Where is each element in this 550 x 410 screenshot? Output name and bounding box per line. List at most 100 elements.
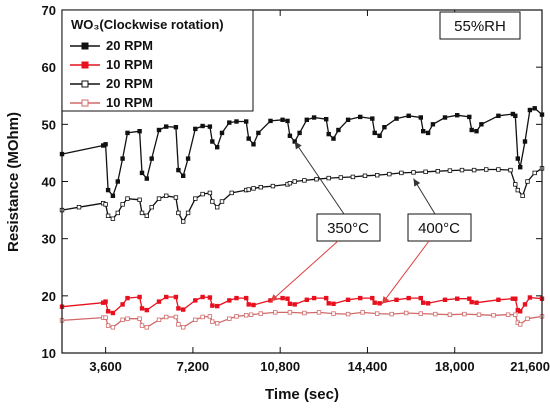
- data-point: [360, 310, 365, 315]
- data-point: [403, 310, 409, 316]
- data-point: [149, 204, 154, 210]
- data-point: [304, 117, 309, 122]
- series-line: [61, 167, 543, 223]
- data-point: [214, 303, 220, 309]
- data-point: [377, 301, 382, 306]
- data-point: [193, 298, 198, 303]
- data-point: [258, 184, 263, 190]
- data-point: [527, 295, 533, 300]
- data-point: [149, 156, 154, 161]
- data-point: [491, 313, 496, 318]
- data-point: [270, 183, 276, 189]
- data-point: [532, 106, 537, 111]
- data-point: [280, 117, 285, 122]
- data-point: [474, 300, 479, 305]
- data-point: [210, 139, 215, 144]
- data-point: [200, 191, 205, 197]
- callout-400-box: [407, 213, 472, 242]
- data-point: [156, 196, 162, 201]
- data-point: [326, 175, 331, 181]
- data-point: [185, 210, 191, 216]
- legend-swatch-marker: [81, 61, 89, 69]
- data-point: [532, 170, 537, 176]
- data-point: [508, 167, 513, 173]
- data-point: [229, 190, 234, 196]
- data-point: [234, 295, 239, 301]
- data-point: [280, 295, 285, 301]
- data-point: [103, 202, 108, 207]
- data-point: [505, 312, 511, 317]
- data-point: [243, 119, 249, 124]
- data-point: [518, 309, 523, 314]
- data-point: [287, 180, 293, 186]
- x-tick-label: 14,400: [348, 359, 388, 374]
- data-point: [372, 130, 377, 136]
- data-point: [193, 126, 198, 132]
- data-point: [110, 310, 116, 316]
- ticks-layer: 10 20 30 40 50 60 70 3,600 7,200 10,800 14,400 18,0…: [42, 3, 550, 374]
- data-point: [442, 297, 448, 302]
- data-point: [173, 195, 179, 200]
- data-point: [311, 115, 317, 120]
- data-point: [207, 190, 213, 196]
- data-point: [251, 142, 256, 147]
- data-point: [476, 312, 482, 317]
- data-point: [406, 295, 411, 301]
- data-point: [219, 199, 225, 204]
- data-point: [525, 316, 530, 321]
- data-point: [105, 213, 111, 218]
- callout-400-label: 400°C: [418, 220, 460, 237]
- data-point: [345, 297, 351, 302]
- data-point: [418, 115, 423, 120]
- data-point: [137, 128, 142, 134]
- data-point: [125, 295, 130, 301]
- data-point: [522, 302, 528, 307]
- data-point: [292, 139, 297, 144]
- legend-swatch-marker: [81, 42, 89, 50]
- series-line: [61, 311, 543, 328]
- data-point: [389, 311, 394, 317]
- data-point: [331, 136, 336, 141]
- data-point: [423, 169, 428, 174]
- data-point: [406, 113, 411, 118]
- data-point: [156, 127, 162, 133]
- data-point: [285, 118, 290, 124]
- data-point: [180, 173, 186, 178]
- data-point: [137, 197, 142, 202]
- legend-label: 20 RPM: [106, 38, 153, 53]
- data-point: [418, 295, 423, 301]
- callout-arrowhead: [382, 296, 390, 304]
- data-point: [173, 125, 179, 130]
- data-point: [323, 117, 329, 122]
- data-point: [156, 317, 162, 322]
- data-point: [483, 167, 489, 172]
- data-point: [357, 295, 363, 301]
- data-point: [302, 310, 307, 316]
- legend-box: [61, 9, 254, 112]
- data-point: [227, 120, 232, 125]
- data-point: [227, 298, 232, 303]
- data-point: [345, 117, 351, 122]
- data-point: [350, 174, 356, 180]
- data-point: [210, 303, 215, 308]
- data-point: [471, 167, 477, 173]
- data-point: [338, 175, 343, 180]
- data-point: [120, 202, 125, 207]
- data-point: [251, 302, 256, 308]
- data-point: [331, 301, 336, 306]
- data-point: [430, 122, 436, 127]
- data-point: [156, 299, 162, 304]
- data-point: [207, 314, 213, 319]
- data-point: [326, 301, 331, 306]
- data-point: [176, 210, 181, 216]
- y-tick-label: 60: [42, 60, 56, 75]
- data-point: [345, 311, 351, 317]
- data-point: [454, 296, 460, 301]
- series-layer: [59, 106, 545, 330]
- data-point: [163, 124, 169, 129]
- data-point: [292, 179, 297, 184]
- data-point: [469, 299, 474, 305]
- data-point: [125, 130, 130, 136]
- data-point: [370, 295, 375, 301]
